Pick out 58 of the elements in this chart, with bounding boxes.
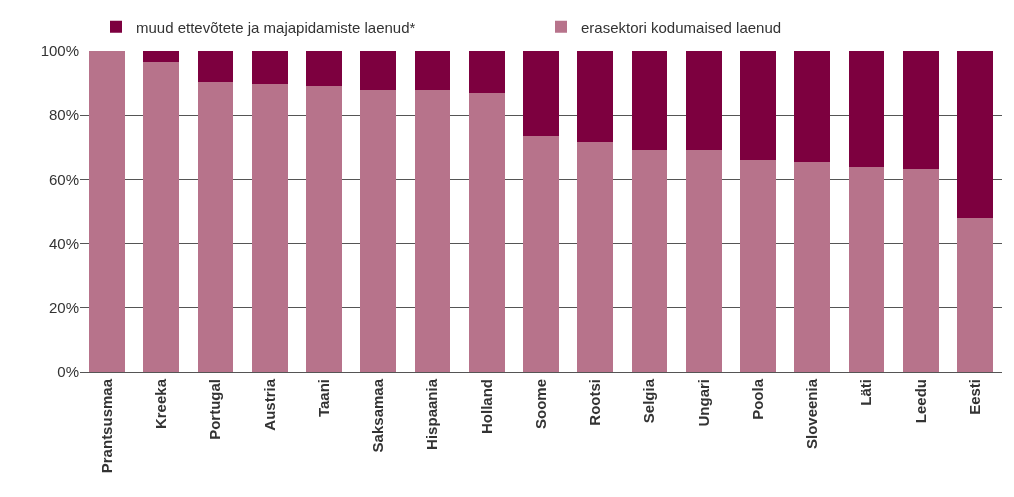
y-tick-label: 20% bbox=[48, 299, 79, 317]
x-tick-label: Poola bbox=[748, 378, 766, 420]
bar bbox=[89, 51, 126, 372]
x-tick-label: Kreeka bbox=[152, 378, 170, 430]
x-tick-label: Portugal bbox=[206, 379, 224, 440]
bar bbox=[251, 84, 288, 372]
bar bbox=[685, 51, 722, 150]
x-tick-label: Austria bbox=[260, 378, 278, 431]
bar bbox=[848, 166, 885, 372]
bar bbox=[468, 93, 505, 372]
bar bbox=[685, 149, 722, 372]
legend-label: erasektori kodumaised laenud bbox=[581, 18, 782, 36]
bar bbox=[360, 51, 397, 91]
bar bbox=[523, 136, 559, 372]
bar bbox=[794, 161, 831, 372]
x-tick-label: Läti bbox=[857, 379, 875, 406]
y-tick-label: 80% bbox=[48, 106, 79, 124]
bar bbox=[414, 90, 451, 372]
bar bbox=[631, 149, 668, 372]
x-tick-label: Selgia bbox=[640, 378, 658, 424]
x-tick-label: Rootsi bbox=[586, 379, 604, 426]
x-tick-label: Holland bbox=[477, 379, 495, 434]
y-tick-label: 60% bbox=[48, 170, 79, 188]
bar bbox=[740, 51, 776, 160]
bar bbox=[902, 51, 939, 169]
x-tick-label: Ungari bbox=[694, 379, 712, 427]
x-tick-label: Prantsusmaa bbox=[98, 378, 115, 474]
x-tick-label: Sloveenia bbox=[803, 378, 821, 450]
bar bbox=[577, 51, 614, 143]
y-tick-label: 100% bbox=[40, 42, 79, 60]
bar bbox=[631, 51, 668, 150]
bar bbox=[143, 61, 180, 372]
bar bbox=[956, 51, 993, 219]
x-tick-label: Soome bbox=[531, 379, 549, 430]
bar bbox=[468, 51, 505, 94]
bar bbox=[197, 51, 234, 83]
bar bbox=[360, 90, 397, 372]
bar bbox=[197, 82, 234, 372]
bar bbox=[794, 51, 831, 162]
bar bbox=[306, 51, 342, 86]
bar bbox=[414, 51, 451, 91]
bar bbox=[577, 142, 614, 372]
x-tick-label: Hispaania bbox=[423, 378, 441, 450]
bar bbox=[740, 159, 776, 372]
bar bbox=[956, 218, 993, 372]
x-tick-label: Taani bbox=[314, 379, 332, 418]
y-tick-label: 40% bbox=[48, 234, 79, 252]
x-tick-label: Leedu bbox=[911, 379, 929, 424]
bar bbox=[902, 168, 939, 372]
bar bbox=[848, 51, 885, 167]
y-tick-label: 0% bbox=[57, 363, 79, 381]
bar bbox=[143, 51, 180, 62]
legend-label: muud ettevõtete ja majapidamiste laenud* bbox=[136, 18, 416, 36]
x-tick-label: Saksamaa bbox=[369, 378, 387, 453]
bar bbox=[306, 85, 342, 372]
bar bbox=[251, 51, 288, 85]
x-tick-label: Eesti bbox=[965, 379, 983, 415]
bar bbox=[523, 51, 559, 137]
